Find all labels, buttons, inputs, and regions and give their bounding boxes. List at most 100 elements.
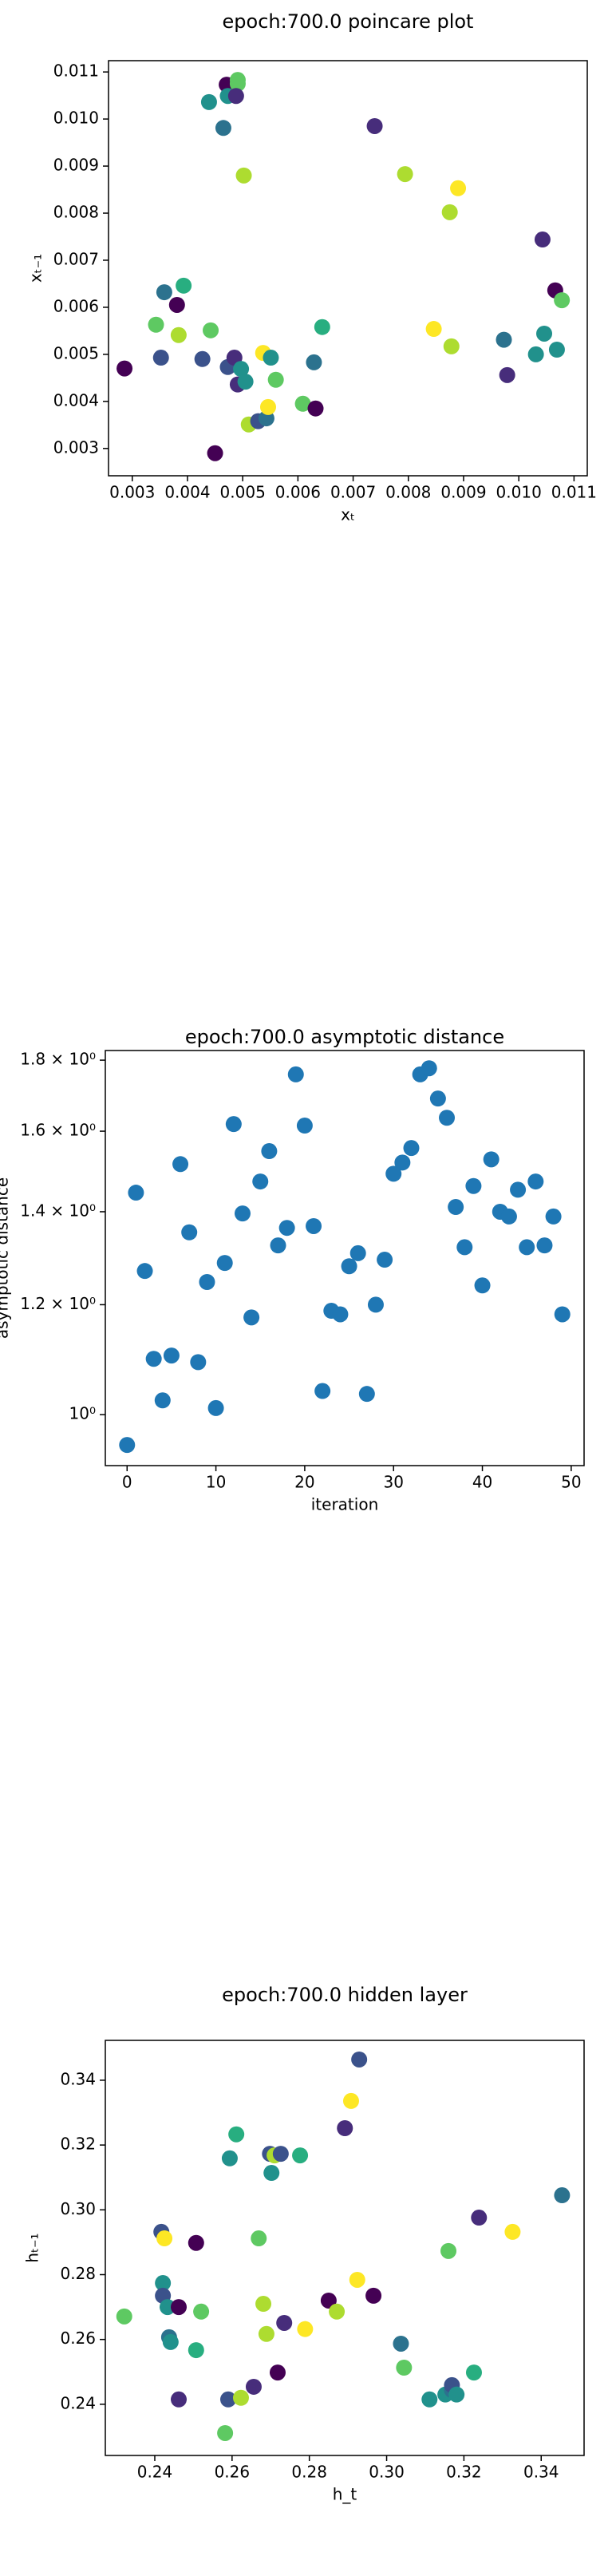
scatter-point [314,319,330,335]
scatter-point [162,2333,179,2350]
scatter-point [439,1110,456,1126]
chart-title: epoch:700.0 hidden layer [222,1984,468,2006]
scatter-point [156,284,172,301]
scatter-point [496,331,512,348]
scatter-point [237,374,254,390]
scatter-point [203,322,219,338]
scatter-point [341,1258,357,1275]
y-tick-label: 0.004 [53,390,99,410]
y-tick-label: 0.34 [60,2069,96,2088]
scatter-point [440,2242,457,2259]
scatter-point [154,1392,171,1409]
scatter-point [116,360,133,377]
scatter-point [171,2391,188,2408]
scatter-point [219,2391,236,2408]
y-tick-label: 0.005 [53,343,99,362]
scatter-point [119,1437,136,1454]
scatter-point [358,1386,375,1403]
scatter-point [456,1239,473,1256]
x-tick-label: 0.005 [220,483,266,502]
scatter-point [260,398,276,415]
scatter-point [234,1205,251,1222]
y-tick-label: 1.4 × 10⁰ [20,1201,96,1220]
y-tick-label: 0.010 [53,109,99,128]
scatter-point [448,1199,464,1216]
x-tick-label: 0.008 [385,483,431,502]
x-tick-label: 0 [122,1473,132,1492]
y-axis-label: asymptotic distance [0,1177,12,1339]
scatter-point [314,1383,331,1399]
scatter-point [396,2359,413,2376]
scatter-point [527,1173,544,1190]
scatter-point [329,2303,346,2320]
scatter-point [181,1224,198,1241]
x-axis-label: xₜ [341,505,355,524]
scatter-point [385,1165,402,1182]
y-tick-label: 0.007 [53,249,99,268]
plot-frame [105,1050,585,1466]
scatter-point [251,2230,267,2247]
scatter-point [171,2299,188,2316]
x-tick-label: 0.32 [446,2463,482,2482]
scatter-point [227,88,244,105]
scatter-point [394,1154,411,1171]
scatter-point [152,350,169,366]
scatter-point [548,341,565,358]
scatter-point [450,180,467,196]
scatter-point [193,2303,210,2320]
scatter-point [332,1306,349,1323]
y-tick-label: 0.32 [60,2135,96,2154]
x-axis-label: h_t [333,2485,357,2504]
y-axis-label: xₜ₋₁ [26,254,45,283]
scatter-point [270,1237,286,1254]
scatter-point [276,2314,293,2331]
scatter-point [261,1143,278,1160]
scatter-point [554,292,571,309]
scatter-point [172,1156,189,1173]
scatter-point [527,346,544,362]
x-tick-label: 0.24 [137,2463,173,2482]
scatter-point [393,2335,409,2352]
scatter-point [225,1116,242,1133]
scatter-point [421,2391,438,2408]
scatter-point [500,1208,517,1225]
x-tick-label: 10 [206,1473,226,1492]
y-axis-label: hₜ₋₁ [23,2233,42,2262]
scatter-point [377,1252,393,1268]
scatter-point [425,321,442,338]
scatter-point [320,2292,337,2309]
x-tick-label: 0.34 [523,2463,559,2482]
x-tick-label: 0.007 [330,483,376,502]
scatter-point [554,1306,571,1323]
scatter-point [228,2126,245,2143]
scatter-point [252,1173,269,1190]
scatter-point [366,117,383,134]
scatter-point [216,1255,233,1272]
scatter-point [243,1309,260,1326]
scatter-point [200,93,217,110]
scatter-point [148,316,164,333]
scatter-point [448,2386,465,2403]
scatter-point [145,1351,162,1367]
scatter-point [267,371,284,388]
scatter-point [255,2296,272,2313]
scatter-point [170,326,187,343]
scatter-point [337,2120,353,2137]
scatter-point [229,75,246,92]
y-tick-label: 0.008 [53,203,99,222]
scatter-point [188,2234,204,2251]
y-tick-label: 0.30 [60,2199,96,2218]
scatter-point [272,2146,289,2162]
scatter-point [403,1140,420,1157]
scatter-point [545,1208,562,1225]
scatter-point [510,1181,527,1198]
scatter-point [258,2325,274,2342]
x-tick-label: 0.26 [215,2463,251,2482]
scatter-point [519,1239,535,1256]
scatter-point [421,1060,437,1077]
scatter-point [188,2342,204,2359]
scatter-point [263,350,279,366]
x-tick-label: 0.003 [109,483,155,502]
